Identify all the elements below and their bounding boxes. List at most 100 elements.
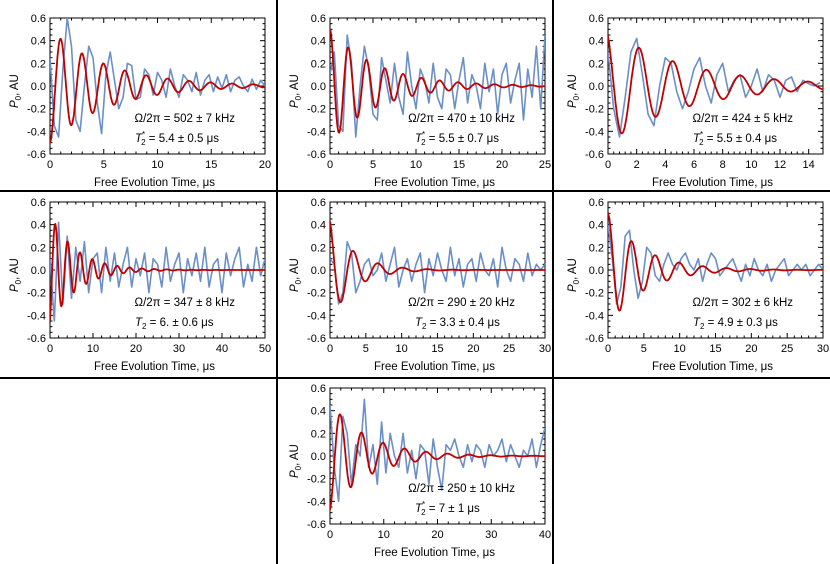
- y-tick-label: -0.4: [585, 310, 604, 322]
- y-tick-label: 0.6: [31, 197, 46, 209]
- x-axis-label: Free Evolution Time, μs: [652, 361, 773, 373]
- x-tick-label: 20: [467, 343, 479, 355]
- y-tick-label: 0.2: [31, 58, 46, 70]
- y-tick-label: -0.4: [27, 126, 46, 138]
- data-series-line: [608, 37, 821, 138]
- x-tick-label: 0: [605, 159, 611, 171]
- x-tick-label: 10: [378, 529, 390, 541]
- y-tick-label: 0.4: [589, 36, 604, 48]
- x-tick-label: 5: [101, 159, 107, 171]
- data-series-line: [330, 240, 545, 305]
- x-tick-label: 20: [496, 159, 508, 171]
- y-tick-label: 0.2: [589, 58, 604, 70]
- chart-panel-6: 0 5 10 15 20 25 30 -0.6 -0.4 -0.2 0.0 0.2 0.4 0.6 Ω/2π…: [567, 197, 829, 373]
- annotation-omega: Ω/2π = 290 ± 20 kHz: [408, 297, 515, 309]
- y-tick-label: 0.2: [311, 428, 326, 440]
- y-tick-label: -0.2: [27, 288, 46, 300]
- y-axis-label: P0, AU: [9, 74, 23, 108]
- fit-curve-line: [330, 221, 545, 304]
- data-series-line: [50, 221, 265, 322]
- x-tick-label: 20: [259, 159, 271, 171]
- x-tick-label: 10: [674, 343, 686, 355]
- annotation-t2: T* 2 = 5.5 ± 0.4 μs: [693, 130, 777, 147]
- x-tick-label: 15: [453, 159, 465, 171]
- annotation-omega: Ω/2π = 502 ± 7 kHz: [134, 113, 235, 125]
- y-tick-label: 0.0: [311, 265, 326, 277]
- y-axis-label: P0, AU: [289, 74, 303, 108]
- x-tick-label: 20: [130, 343, 142, 355]
- y-tick-label: -0.6: [307, 149, 326, 161]
- x-tick-label: 40: [216, 343, 228, 355]
- x-tick-label: 0: [327, 343, 333, 355]
- x-tick-label: 0: [327, 159, 333, 171]
- fit-curve-line: [50, 223, 265, 321]
- y-axis-label: P0, AU: [567, 258, 581, 292]
- y-tick-label: -0.6: [585, 333, 604, 345]
- x-tick-label: 20: [745, 343, 757, 355]
- x-tick-label: 15: [709, 343, 721, 355]
- annotation-t2: T* 2 = 5.4 ± 0.5 μs: [135, 130, 219, 147]
- y-tick-label: 0.4: [311, 36, 326, 48]
- y-tick-label: 0.6: [311, 13, 326, 25]
- x-tick-label: 10: [87, 343, 99, 355]
- y-tick-label: 0.2: [311, 58, 326, 70]
- y-tick-label: 0.6: [589, 13, 604, 25]
- x-tick-label: 15: [205, 159, 217, 171]
- x-tick-label: 25: [539, 159, 551, 171]
- chart-panel-2: 0 5 10 15 20 25 -0.6 -0.4 -0.2 0.0 0.2 0.4 0.6 Ω/2π =…: [289, 13, 551, 189]
- y-tick-label: 0.4: [311, 406, 326, 418]
- fit-curve-line: [330, 29, 545, 134]
- y-tick-label: 0.6: [311, 197, 326, 209]
- y-axis-label-group: P0, AU: [567, 74, 581, 108]
- y-axis-label: P0, AU: [567, 74, 581, 108]
- x-tick-label: 10: [151, 159, 163, 171]
- x-axis-label: Free Evolution Time, μs: [374, 547, 495, 559]
- x-tick-label: 6: [691, 159, 697, 171]
- data-series-line: [608, 224, 823, 305]
- x-tick-label: 0: [605, 343, 611, 355]
- y-tick-label: 0.4: [31, 220, 46, 232]
- x-tick-label: 4: [662, 159, 668, 171]
- y-tick-label: -0.4: [307, 496, 326, 508]
- y-tick-label: 0.6: [31, 13, 46, 25]
- x-tick-label: 25: [503, 343, 515, 355]
- annotation-omega: Ω/2π = 302 ± 6 kHz: [692, 297, 793, 309]
- annotation-t2: T* 2 = 7 ± 1 μs: [415, 500, 480, 517]
- y-tick-label: 0.0: [31, 81, 46, 93]
- x-tick-label: 0: [327, 529, 333, 541]
- y-tick-label: -0.6: [27, 149, 46, 161]
- annotation-omega: Ω/2π = 250 ± 10 kHz: [408, 483, 515, 495]
- y-tick-label: -0.2: [585, 104, 604, 116]
- fit-curve-line: [50, 38, 265, 144]
- fit-curve-line: [608, 36, 823, 135]
- data-series-line: [330, 398, 545, 503]
- annotation-t2: T* 2 = 5.5 ± 0.7 μs: [415, 130, 499, 147]
- y-tick-label: 0.2: [311, 242, 326, 254]
- x-tick-label: 5: [370, 159, 376, 171]
- y-axis-label-group: P0, AU: [9, 74, 23, 108]
- y-tick-label: -0.6: [307, 519, 326, 531]
- annotation-omega: Ω/2π = 470 ± 10 kHz: [408, 113, 515, 125]
- y-tick-label: 0.4: [589, 220, 604, 232]
- y-axis-label-group: P0, AU: [9, 258, 23, 292]
- x-tick-label: 25: [781, 343, 793, 355]
- y-tick-label: 0.6: [589, 197, 604, 209]
- y-axis-label: P0, AU: [289, 444, 303, 478]
- y-tick-label: 0.0: [589, 81, 604, 93]
- y-tick-label: 0.0: [31, 265, 46, 277]
- chart-panel-4: 0 10 20 30 40 50 -0.6 -0.4 -0.2 0.0 0.2 0.4 0.6 Ω/2π …: [9, 197, 271, 373]
- x-tick-label: 8: [720, 159, 726, 171]
- x-tick-label: 12: [774, 159, 786, 171]
- y-axis-label-group: P0, AU: [567, 258, 581, 292]
- fit-curve-line: [330, 413, 545, 510]
- y-tick-label: 0.4: [311, 220, 326, 232]
- chart-panel-3: 0 2 4 6 8 10 12 14 -0.6 -0.4 -0.2 0.0 0.2 0.4 0.6 Ω/2π …: [567, 13, 824, 189]
- x-tick-label: 20: [431, 529, 443, 541]
- annotation-t2: T2 = 4.9 ± 0.3 μs: [693, 317, 778, 331]
- x-tick-label: 5: [363, 343, 369, 355]
- x-tick-label: 30: [817, 343, 829, 355]
- y-tick-label: 0.0: [311, 81, 326, 93]
- y-tick-label: -0.4: [585, 126, 604, 138]
- y-tick-label: 0.4: [31, 36, 46, 48]
